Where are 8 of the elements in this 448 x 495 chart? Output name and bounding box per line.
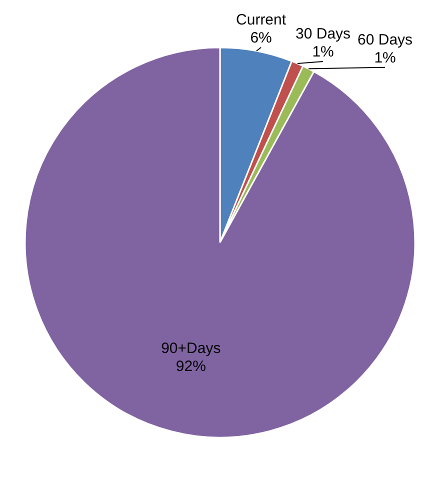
slice-label: 30 Days <box>296 26 351 43</box>
data-label: 92% <box>176 358 206 375</box>
slice-label: 90+Days <box>161 340 221 357</box>
data-label: 1% <box>374 49 396 66</box>
data-label: 1% <box>312 44 334 61</box>
slice-label: Current <box>236 11 287 28</box>
data-label: 6% <box>250 29 272 46</box>
slice-label: 60 Days <box>358 31 413 48</box>
